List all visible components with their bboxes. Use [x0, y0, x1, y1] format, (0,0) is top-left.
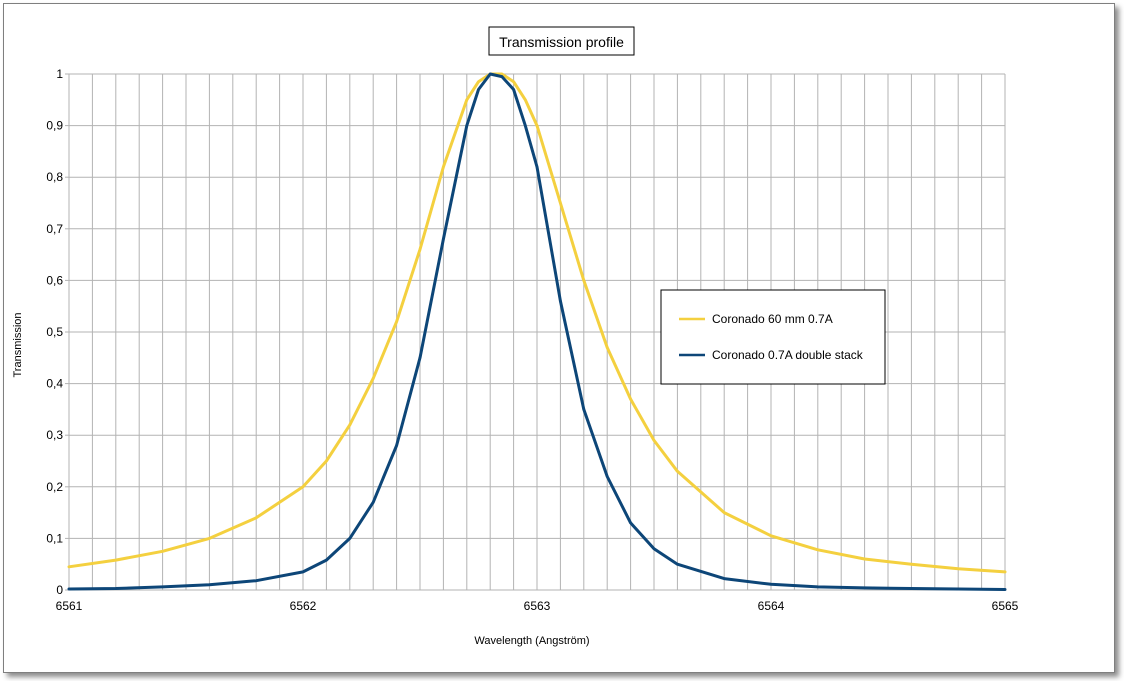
- series-line-0: [67, 72, 1007, 574]
- chart-title-box: Transmission profile: [488, 26, 635, 56]
- axis-layer: 0 0,1 0,2 0,3 0,4 0,5 0,6 0,7 0,8 0,9 1 6561 6562 656…: [46, 67, 1018, 613]
- y-tick-label: 0,3: [46, 428, 63, 442]
- y-tick-label: 0,8: [46, 170, 63, 184]
- x-tick-label: 6561: [56, 599, 83, 613]
- x-tick-label: 6563: [524, 599, 551, 613]
- x-axis-title: Wavelength (Angström): [474, 635, 589, 647]
- y-tick-label: 0,1: [46, 531, 63, 545]
- y-tick-label: 0,7: [46, 222, 63, 236]
- y-tick-label: 0,4: [46, 377, 63, 391]
- x-tick-label: 6562: [290, 599, 317, 613]
- x-tick-label: 6565: [992, 599, 1019, 613]
- legend-box: [660, 289, 886, 385]
- series-line-1: [67, 72, 1007, 591]
- chart-frame: 0 0,1 0,2 0,3 0,4 0,5 0,6 0,7 0,8 0,9 1 6561 6562 656…: [3, 3, 1115, 673]
- y-axis-title: Transmission: [12, 313, 24, 378]
- legend: Coronado 60 mm 0.7A Coronado 0.7A double…: [660, 289, 886, 385]
- y-tick-label: 0,6: [46, 273, 63, 287]
- x-tick-label: 6564: [758, 599, 785, 613]
- y-tick-label: 0: [56, 583, 63, 597]
- y-tick-label: 0,5: [46, 325, 63, 339]
- chart-svg: 0 0,1 0,2 0,3 0,4 0,5 0,6 0,7 0,8 0,9 1 6561 6562 656…: [12, 26, 1019, 647]
- legend-label-double-stack: Coronado 0.7A double stack: [712, 348, 864, 362]
- legend-label-coronado-60mm: Coronado 60 mm 0.7A: [712, 312, 833, 326]
- y-tick-label: 0,2: [46, 480, 63, 494]
- series-layer: [67, 72, 1007, 591]
- chart-title: Transmission profile: [499, 34, 624, 50]
- y-tick-label: 1: [56, 67, 63, 81]
- y-tick-label: 0,9: [46, 119, 63, 133]
